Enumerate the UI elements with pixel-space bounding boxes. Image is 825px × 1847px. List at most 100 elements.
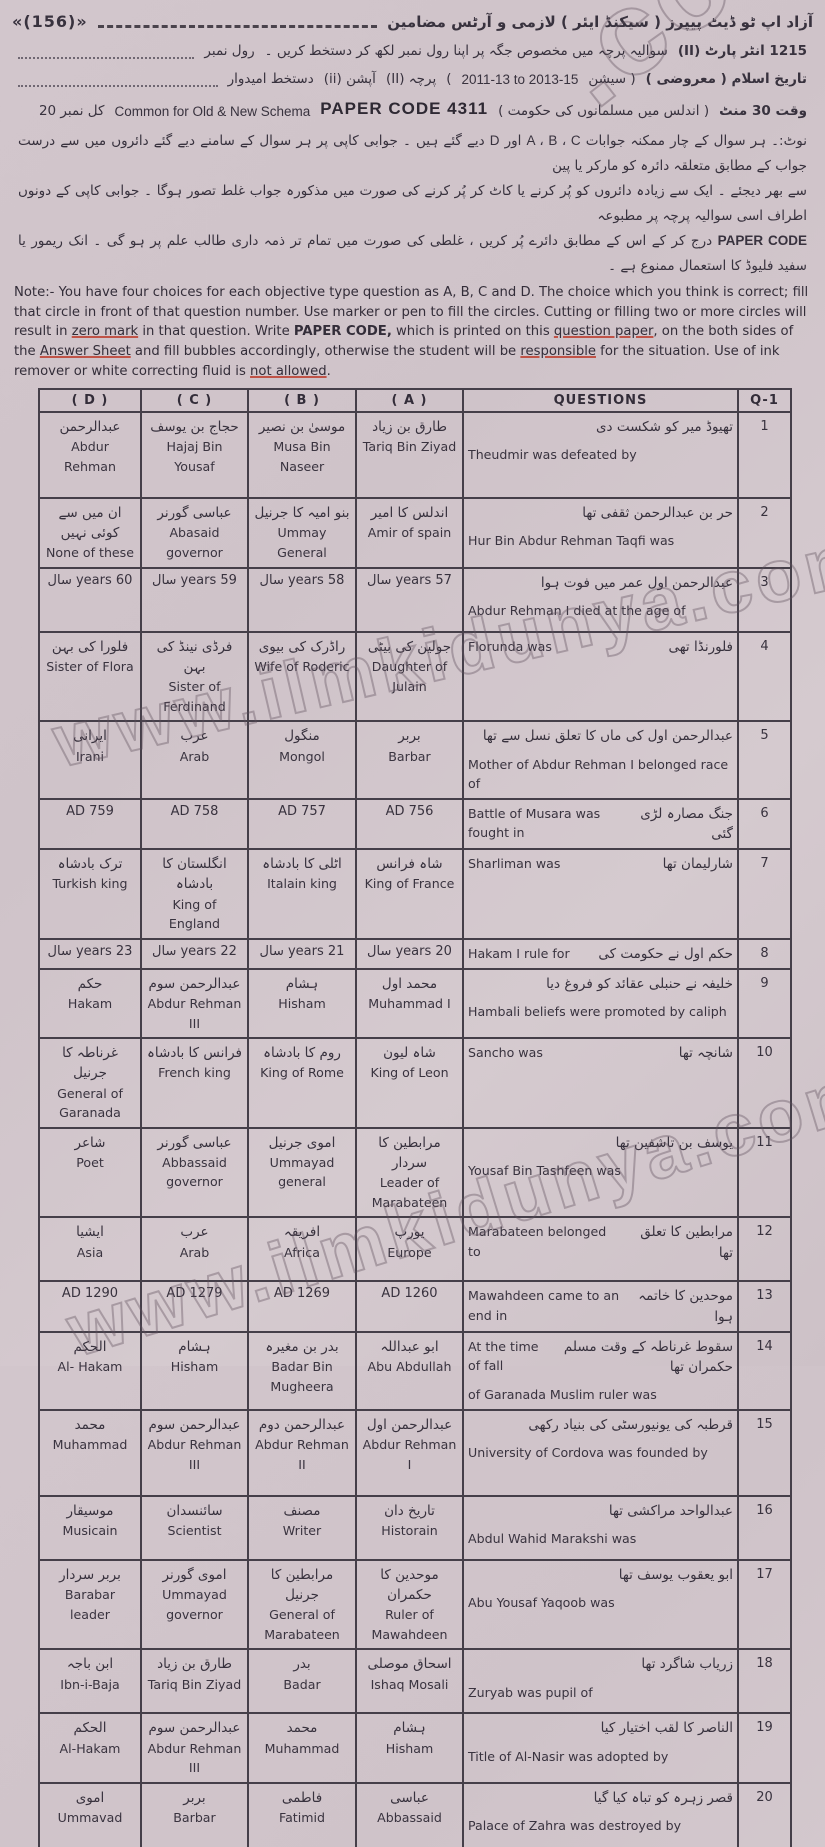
option-text-english: Writer xyxy=(282,1523,322,1539)
option-text-english: Daughter of Julain xyxy=(371,659,448,694)
option-text-english: Badar xyxy=(283,1676,321,1692)
option-cell-b: روم کا بادشاہ King of Rome xyxy=(247,1037,357,1129)
option-text-english: Irani xyxy=(75,748,105,764)
question-cell: حر بن عبدالرحمن ثقفی تھا Hur Bin Abdur Re… xyxy=(462,496,739,569)
option-text-urdu: بربر xyxy=(398,728,421,745)
option-text-english: King of France xyxy=(364,876,455,892)
question-number: 15 xyxy=(737,1408,792,1497)
option-text-english: Mongol xyxy=(279,748,325,764)
option-text-urdu: ابو عبداللہ xyxy=(380,1338,439,1355)
note-segment: PAPER CODE, xyxy=(293,324,392,340)
option-cell-b: ہشام Hisham xyxy=(247,967,357,1040)
option-cell-b: منگول Mongol xyxy=(247,720,357,800)
option-text-urdu: بربر xyxy=(183,1789,206,1806)
question-urdu: الناصر کا لقب اختیار کیا xyxy=(600,1720,733,1737)
option-cell-d: ان میں سے کوئی نہیں None of these xyxy=(38,496,142,569)
table-row: محمد Muhammad عبدالرحمن سوم Abdur Rehman II… xyxy=(38,1408,792,1497)
option-text-english: Africa xyxy=(284,1244,320,1260)
option-cell-c: حجاج بن یوسف Hajaj Bin Yousaf xyxy=(140,410,249,499)
option-text-english: Ibn-i-Baja xyxy=(60,1676,120,1692)
option-text: 21 years سال xyxy=(259,943,345,959)
option-text-english: Ishaq Mosali xyxy=(370,1676,449,1692)
note-segment: question paper xyxy=(553,324,654,340)
option-text-english: Hajaj Bin Yousaf xyxy=(166,439,223,474)
question-number: 16 xyxy=(737,1494,792,1561)
option-cell-b: محمد Muhammad xyxy=(247,1712,357,1784)
note-segment: not allowed xyxy=(250,364,327,379)
question-urdu: قرطبہ کی یونیورسٹی کی بنیاد رکھی xyxy=(528,1416,733,1433)
option-text: 756 AD xyxy=(385,803,434,819)
question-cell: عبدالرحمن اول عمر میں فوت ہوا Abdur Rehma… xyxy=(462,566,739,633)
table-row: الحکم Al- Hakam ہشام Hisham بدر بن مغیرہ Bada… xyxy=(38,1330,792,1411)
question-urdu: عبدالواحد مراکشی تھا xyxy=(608,1502,733,1519)
option-cell-d: حکم Hakam xyxy=(38,967,142,1040)
option-text-urdu: اموی جرنیل xyxy=(268,1134,336,1151)
table-row: ایرانی Irani عرب Arab منگول Mongol بربر Barbar ع… xyxy=(38,720,792,800)
question-cell: خلیفہ نے حنبلی عقائد کو فروغ دیا Hambali … xyxy=(462,967,739,1040)
option-text: 60 years سال xyxy=(47,572,133,588)
question-english: Mother of Abdur Rehman I belonged race o… xyxy=(468,756,729,792)
option-text-english: Ummayad general xyxy=(269,1154,335,1190)
column-header-d: ( D ) xyxy=(38,387,142,413)
question-number: 11 xyxy=(737,1126,792,1219)
option-cell-b: بدر بن مغیرہ Badar Bin Mugheera xyxy=(247,1330,357,1411)
roll-number-blank xyxy=(18,46,195,59)
option-text-urdu: موسیقار xyxy=(66,1502,114,1519)
option-cell-d: ابن باجہ Ibn-i-Baja xyxy=(38,1648,142,1715)
option-text-urdu: عبدالرحمن xyxy=(59,418,121,435)
option-text-english: Muhammad xyxy=(52,1437,128,1453)
session-close: ) xyxy=(446,71,452,87)
table-row: ایشیا Asia عرب Arab افریقہ Africa یورپ Europe Ma… xyxy=(38,1216,792,1283)
option-cell-d: 60 years سال xyxy=(38,566,142,633)
option-text-urdu: موسیٰ بن نصیر xyxy=(258,418,346,435)
option-text: 20 years سال xyxy=(367,943,452,959)
option-cell-a: 20 years سال xyxy=(355,937,464,970)
roll-number-label: رول نمبر xyxy=(204,43,255,59)
note-segment: , on the both sides of the xyxy=(14,324,794,360)
option-text: 757 AD xyxy=(278,803,326,819)
option-cell-c: طارق بن زیاد Tariq Bin Ziyad xyxy=(140,1648,249,1715)
option-text-english: King of Leon xyxy=(370,1065,449,1081)
option-text-english: Ummavad xyxy=(57,1809,123,1825)
option-text-urdu: الحکم xyxy=(73,1720,107,1737)
option-text-urdu: حکم xyxy=(77,975,103,992)
note-segment: and fill bubbles accordingly, otherwise … xyxy=(130,344,521,360)
paper-code-part: 1215 انٹر پارٹ (II) xyxy=(677,43,807,59)
option-text-urdu: جولین کی بیٹی xyxy=(367,638,452,655)
note-urdu-line: نوٹ:۔ ہر سوال کے چار ممکنہ جوابات A ، B … xyxy=(18,129,807,179)
option-text-urdu: فاطمی xyxy=(281,1789,323,1806)
header-code-line: 1215 انٹر پارٹ (II) سوالیہ پرچہ میں مخصو… xyxy=(12,43,813,59)
option-text-english: Europe xyxy=(387,1244,432,1260)
option-text-urdu: منگول xyxy=(284,728,320,745)
option-text-urdu: ہشام xyxy=(178,1338,211,1355)
table-row: عبدالرحمن Abdur Rehman حجاج بن یوسف Hajaj B… xyxy=(38,410,792,499)
option-text: 1290 AD xyxy=(61,1286,119,1302)
option-text-english: Abdur Rehman III xyxy=(147,1740,242,1776)
option-text-urdu: یورپ xyxy=(394,1224,425,1241)
option-text-urdu: اموی گورنر xyxy=(162,1566,227,1583)
option-cell-a: شاہ لیون King of Leon xyxy=(355,1037,464,1129)
table-row: ترک بادشاہ Turkish king انگلستان کا بادشاہ… xyxy=(38,848,792,940)
question-english: Title of Al-Nasir was adopted by xyxy=(468,1748,669,1764)
option-cell-d: موسیقار Musicain xyxy=(38,1494,142,1561)
option-cell-c: سائنسدان Scientist xyxy=(140,1494,249,1561)
column-header-a: ( A ) xyxy=(355,387,464,413)
option-text-urdu: ترک بادشاہ xyxy=(57,856,123,873)
dashed-rule xyxy=(97,16,378,28)
option-text-urdu: ہشام xyxy=(285,975,319,992)
note-segment: اور xyxy=(499,133,527,149)
option-text-urdu: عرب xyxy=(180,1224,209,1241)
question-english: Battle of Musara was fought in xyxy=(468,805,601,841)
table-row: فلورا کی بہن Sister of Flora فرڈی نینڈ کی … xyxy=(38,630,792,723)
option-text-urdu: حجاج بن یوسف xyxy=(150,418,239,435)
header-time-line: وقت 30 منٹ ( اندلس میں مسلمانوں کی حکومت… xyxy=(12,99,813,119)
option-text-english: Ummay General xyxy=(277,525,327,560)
option-text-english: Musa Bin Naseer xyxy=(273,439,331,474)
option-text-urdu: ایرانی xyxy=(73,728,107,745)
option-text-english: Abdur Rehman III xyxy=(147,996,242,1031)
note-segment: responsible xyxy=(520,344,596,360)
question-urdu: خلیفہ نے حنبلی عقائد کو فروغ دیا xyxy=(546,975,733,992)
option-text-urdu: بنو امیہ کا جرنیل xyxy=(254,504,350,521)
option-text-urdu: شاہ فرانس xyxy=(376,856,443,873)
option-text-english: Abbassaid governor xyxy=(162,1154,227,1190)
